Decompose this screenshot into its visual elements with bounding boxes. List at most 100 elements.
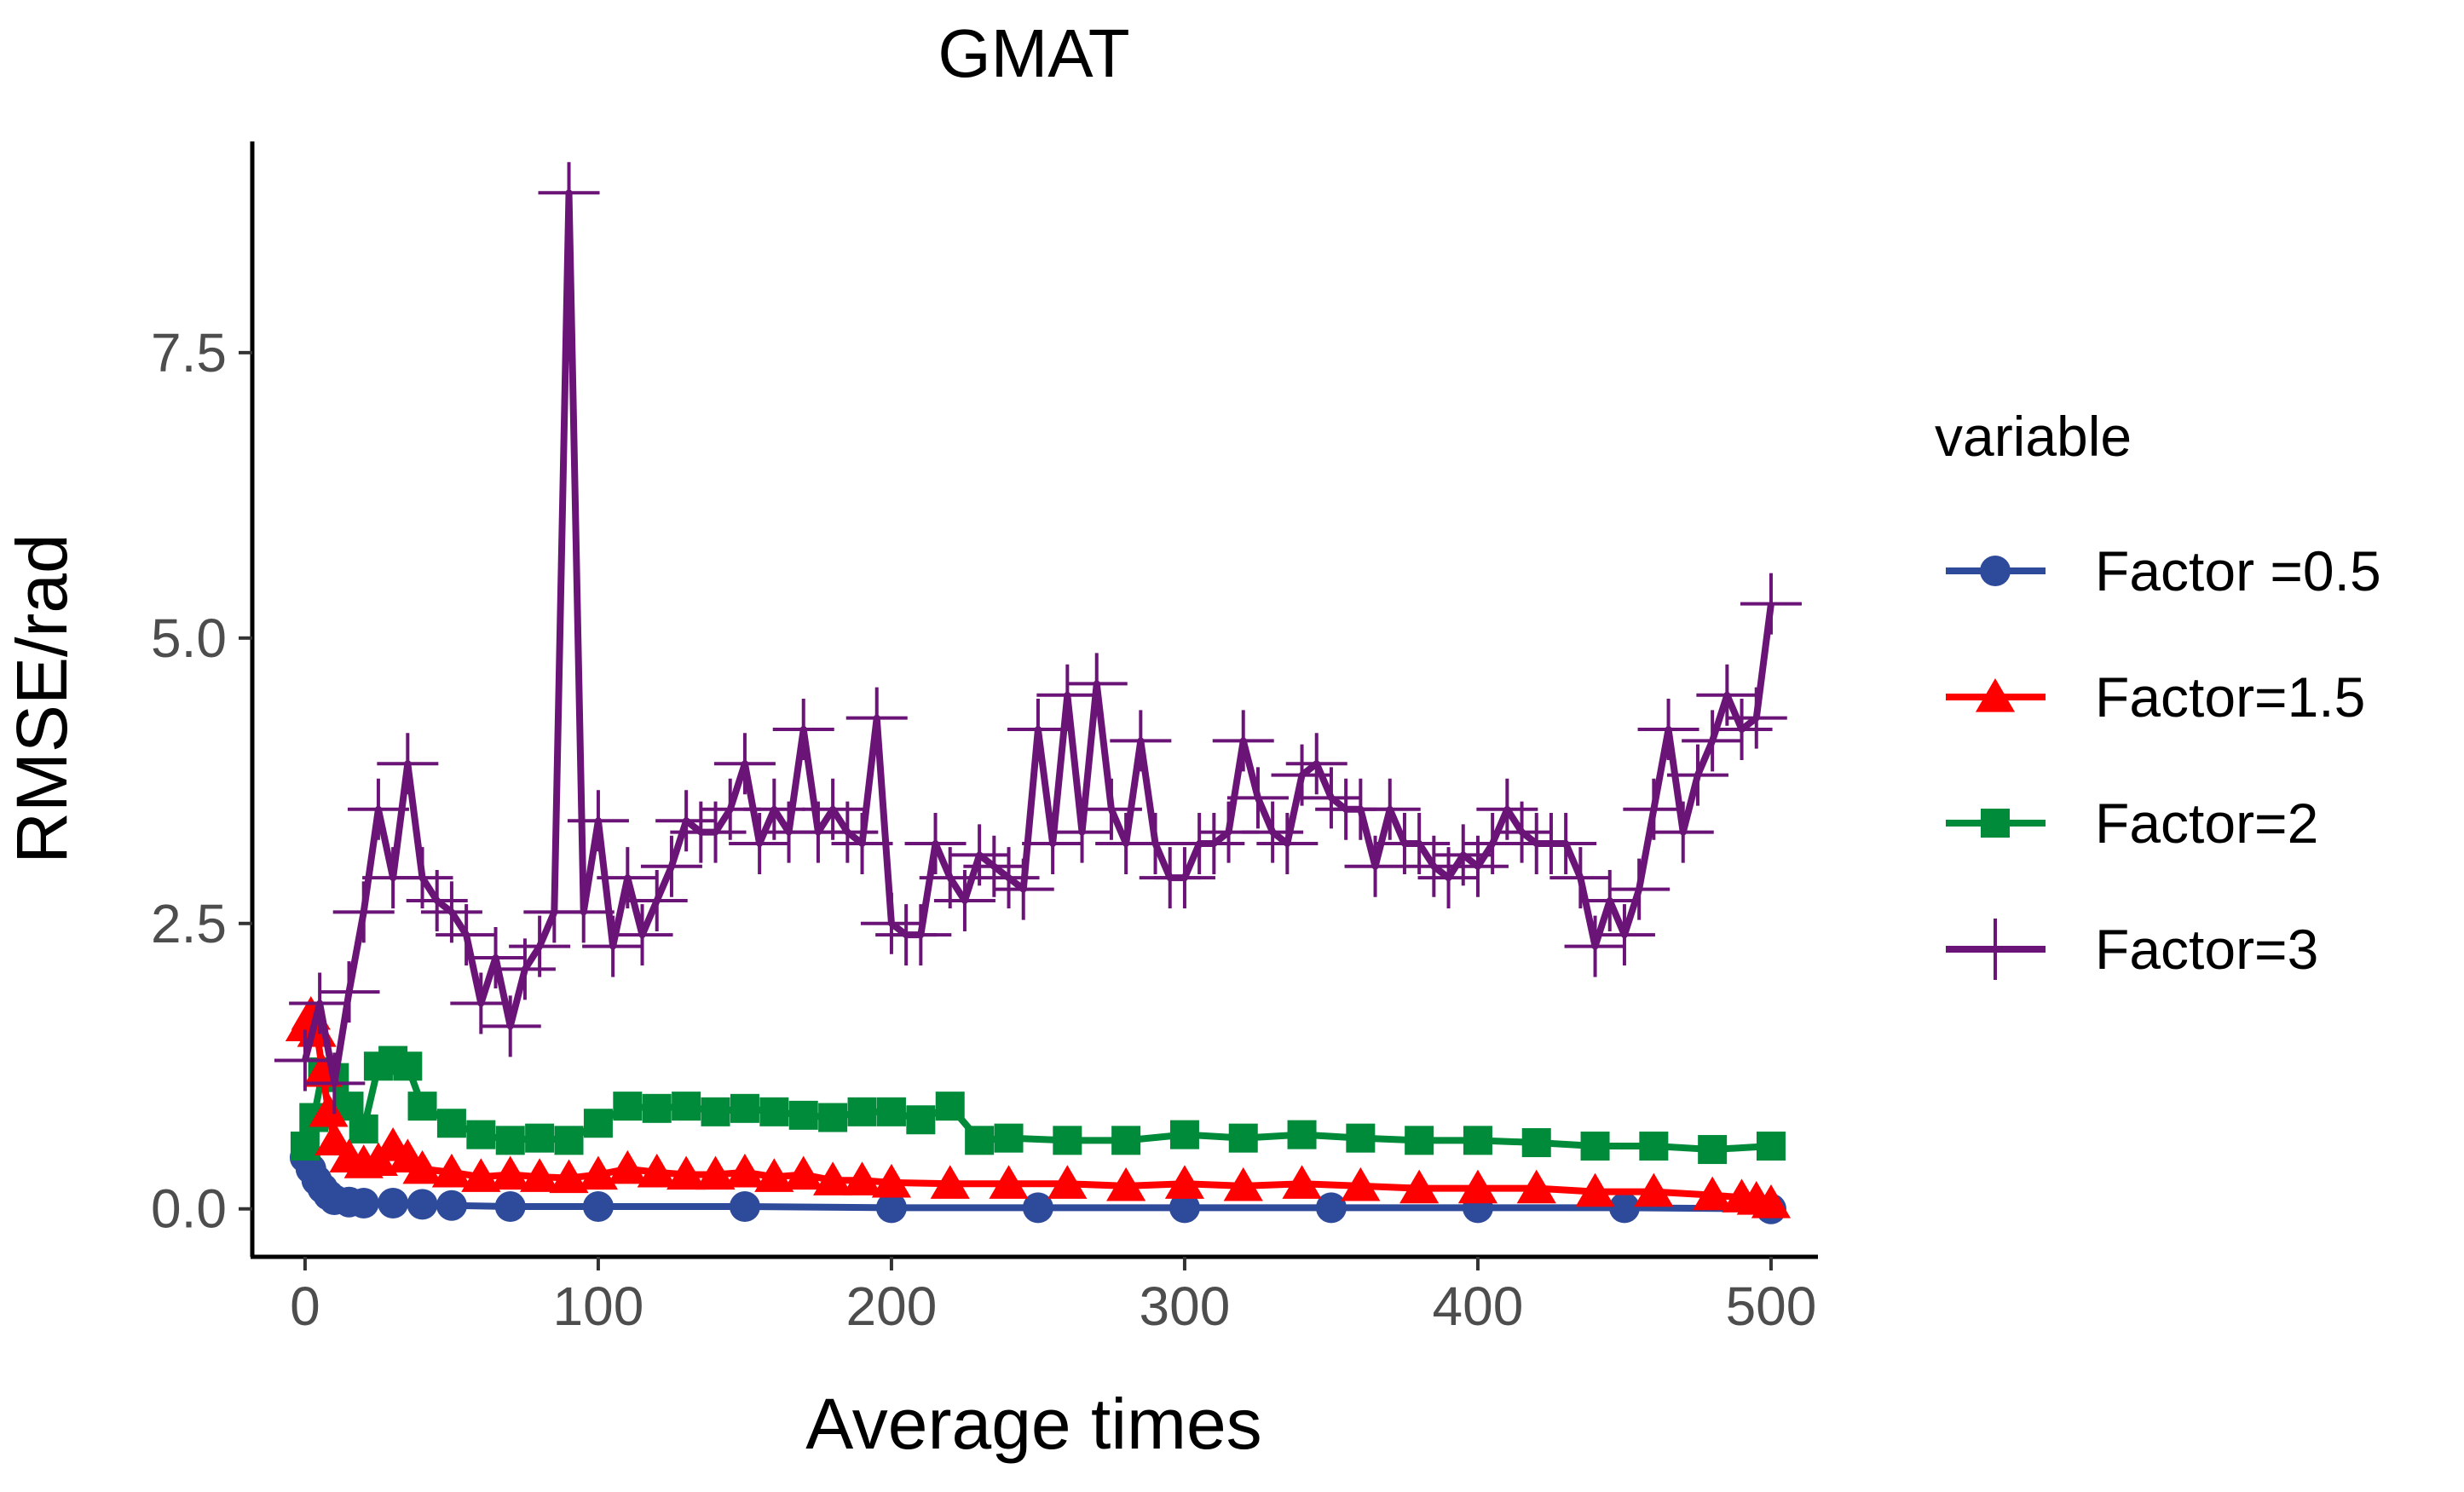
data-point [538,162,600,224]
legend-marker [1980,556,2011,586]
data-point [1169,1120,1199,1149]
chart-title: GMAT [938,15,1129,91]
data-point [788,1100,818,1130]
data-point [274,1029,336,1092]
data-point [729,812,791,874]
data-point [289,972,351,1034]
data-point [847,1097,877,1126]
data-point [919,847,981,909]
data-point [378,1188,409,1219]
data-point [611,904,673,966]
data-point [1110,710,1172,772]
data-point [759,1097,789,1126]
data-point [655,790,718,852]
data-point [1535,812,1597,874]
data-point [1341,1167,1381,1201]
data-point [890,904,952,966]
x-tick-label: 200 [846,1276,938,1337]
data-point [713,733,776,795]
data-point [1432,824,1494,886]
data-point [818,1103,848,1132]
data-point [1476,778,1538,840]
data-point [1080,778,1142,840]
series-plus [274,162,1802,1115]
x-tick-label: 400 [1433,1276,1524,1337]
data-point [640,835,702,897]
data-point [1405,1126,1434,1155]
y-tick-label: 5.0 [151,608,227,669]
legend: variable Factor =0.5Factor=1.5Factor=2Fa… [1935,405,2381,981]
data-point [965,1126,995,1155]
data-point [772,699,834,761]
data-point [754,1158,794,1192]
data-point [1593,904,1655,966]
data-point [1183,812,1245,874]
data-point [393,1051,423,1081]
data-point [992,858,1054,920]
y-axis-title: RMSE/rad [2,533,82,863]
data-point [1388,812,1451,874]
data-point [1223,1167,1263,1201]
data-point [1282,1165,1322,1199]
data-point [490,1155,530,1190]
data-point [1242,801,1304,863]
data-point [1022,1192,1053,1224]
x-tick-label: 500 [1726,1276,1817,1337]
data-point [860,892,922,954]
x-tick-label: 0 [290,1276,320,1337]
data-point [933,869,995,931]
data-point [465,926,527,988]
legend-label: Factor =0.5 [2095,539,2381,602]
legend-items: Factor =0.5 Factor=1.5 Factor=2 Factor=3 [1946,539,2381,981]
data-point [1285,733,1347,795]
data-point [1608,1192,1640,1224]
data-point [420,881,482,943]
data-point [1751,1184,1792,1218]
data-point [1315,1192,1347,1224]
data-point [494,1191,526,1223]
data-point [466,1120,496,1149]
data-point [1169,1192,1200,1224]
data-point [1153,847,1215,909]
data-point [578,1155,619,1190]
data-point [1256,812,1319,874]
y-ticks: 0.0 2.5 5.0 7.5 [151,322,252,1240]
data-point [509,915,571,977]
data-point [332,881,395,943]
y-tick-label: 0.0 [151,1178,227,1240]
legend-item: Factor=3 [1946,918,2318,981]
data-point [1698,1135,1728,1165]
data-point [831,812,893,874]
data-point [1696,664,1758,726]
data-point [1623,778,1685,840]
series-line [302,1011,1772,1207]
data-point [1516,1169,1556,1204]
data-point [729,1191,760,1223]
data-point [461,1158,501,1192]
data-point [1682,710,1744,772]
data-point [303,1052,366,1115]
data-point [1634,1172,1674,1207]
data-point [1575,1172,1615,1207]
y-tick-label: 2.5 [151,893,227,954]
data-point [1271,744,1333,806]
data-point [1344,835,1406,897]
data-point [377,733,439,795]
data-point [1287,1120,1317,1149]
data-point [314,1121,355,1155]
data-point [407,1092,437,1121]
data-point [309,1092,349,1127]
data-point [1740,573,1802,635]
data-point [1637,699,1699,761]
data-point [520,1158,560,1192]
data-point [1051,801,1113,863]
data-point [672,1092,701,1121]
legend-marker [1965,919,2026,980]
data-point [349,1114,378,1143]
data-point [318,961,380,1023]
data-point [1417,847,1480,909]
data-point [347,778,409,840]
data-point [871,1163,912,1198]
series-square [290,1046,1786,1165]
data-point [552,881,615,943]
